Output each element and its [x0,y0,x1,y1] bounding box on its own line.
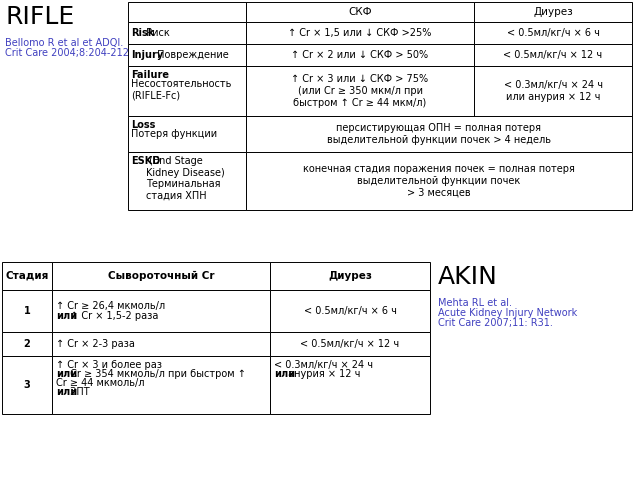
Text: Loss: Loss [131,120,156,130]
Text: Повреждение: Повреждение [154,50,229,60]
Bar [2,262,52,290]
Text: Risk: Risk [131,28,154,38]
Text: или: или [274,369,295,379]
Text: Mehta RL et al.: Mehta RL et al. [438,298,512,308]
Text: Crit Care 2007;11: R31.: Crit Care 2007;11: R31. [438,318,553,328]
Text: < 0.5мл/кг/ч × 6 ч: < 0.5мл/кг/ч × 6 ч [303,306,396,316]
Text: < 0.5мл/кг/ч × 6 ч: < 0.5мл/кг/ч × 6 ч [507,28,600,38]
Text: ЗПТ: ЗПТ [67,387,90,397]
Text: AKIN: AKIN [438,265,498,289]
Bar [52,290,270,332]
Text: Стадия: Стадия [5,271,49,281]
Text: < 0.5мл/кг/ч × 12 ч: < 0.5мл/кг/ч × 12 ч [300,339,399,349]
Bar [52,262,270,290]
Bar [474,2,632,22]
Text: Crit Care 2004;8:204-212: Crit Care 2004;8:204-212 [5,48,129,58]
Bar [128,22,246,44]
Text: Диурез: Диурез [328,271,372,281]
Bar [52,332,270,356]
Bar [128,116,246,152]
Text: RIFLE: RIFLE [5,5,74,29]
Text: 1: 1 [24,306,30,316]
Bar [128,152,246,210]
Bar [52,356,270,414]
Text: 3: 3 [24,380,30,390]
Text: Bellomo R et al et ADQI.: Bellomo R et al et ADQI. [5,38,124,48]
Text: Cr ≥ 354 мкмоль/л при быстром ↑: Cr ≥ 354 мкмоль/л при быстром ↑ [67,369,246,379]
Text: ↑ Cr × 3 и более раз: ↑ Cr × 3 и более раз [56,360,162,370]
Bar [246,152,632,210]
Bar [246,2,474,22]
Bar [270,262,430,290]
Text: или: или [56,311,77,321]
Text: Сывороточный Cr: Сывороточный Cr [108,271,214,281]
Bar [128,2,246,22]
Bar [474,22,632,44]
Bar [2,290,52,332]
Bar [270,332,430,356]
Text: ↑ Cr × 3 или ↓ СКФ > 75%
(или Cr ≥ 350 мкм/л при
быстром ↑ Cr ≥ 44 мкм/л): ↑ Cr × 3 или ↓ СКФ > 75% (или Cr ≥ 350 м… [291,74,429,108]
Bar [246,66,474,116]
Text: анурия × 12 ч: анурия × 12 ч [285,369,360,379]
Text: конечная стадия поражения почек = полная потеря
выделительной функции почек
> 3 : конечная стадия поражения почек = полная… [303,164,575,198]
Text: Диурез: Диурез [533,7,573,17]
Bar [474,66,632,116]
Text: СКФ: СКФ [348,7,372,17]
Text: или: или [56,387,77,397]
Bar [246,116,632,152]
Text: ESKD: ESKD [131,156,160,166]
Text: или: или [56,369,77,379]
Text: ↑ Cr ≥ 26,4 мкмоль/л: ↑ Cr ≥ 26,4 мкмоль/л [56,301,165,311]
Text: ↑ Cr × 1,5-2 раза: ↑ Cr × 1,5-2 раза [67,311,158,321]
Text: (End Stage
Kidney Disease)
Терминальная
стадия ХПН: (End Stage Kidney Disease) Терминальная … [147,156,225,201]
Text: ↑ Cr × 1,5 или ↓ СКФ >25%: ↑ Cr × 1,5 или ↓ СКФ >25% [288,28,432,38]
Bar [474,44,632,66]
Text: Injury: Injury [131,50,163,60]
Text: Cr ≥ 44 мкмоль/л: Cr ≥ 44 мкмоль/л [56,378,145,388]
Bar [128,66,246,116]
Bar [2,356,52,414]
Bar [128,44,246,66]
Bar [2,332,52,356]
Bar [246,44,474,66]
Text: < 0.5мл/кг/ч × 12 ч: < 0.5мл/кг/ч × 12 ч [504,50,603,60]
Text: Потеря функции: Потеря функции [131,129,217,139]
Bar [270,356,430,414]
Bar [270,290,430,332]
Text: Failure: Failure [131,70,169,80]
Text: < 0.3мл/кг/ч × 24 ч
или анурия × 12 ч: < 0.3мл/кг/ч × 24 ч или анурия × 12 ч [504,80,602,102]
Text: Риск: Риск [143,28,170,38]
Text: Acute Kidney Injury Network: Acute Kidney Injury Network [438,308,577,318]
Bar [246,22,474,44]
Text: < 0.3мл/кг/ч × 24 ч: < 0.3мл/кг/ч × 24 ч [274,360,373,370]
Text: ↑ Cr × 2 или ↓ СКФ > 50%: ↑ Cr × 2 или ↓ СКФ > 50% [291,50,429,60]
Text: 2: 2 [24,339,30,349]
Text: персистирующая ОПН = полная потеря
выделительной функции почек > 4 недель: персистирующая ОПН = полная потеря выдел… [327,123,551,145]
Text: ↑ Cr × 2-3 раза: ↑ Cr × 2-3 раза [56,339,135,349]
Text: Несостоятельность
(RIFLE-Fc): Несостоятельность (RIFLE-Fc) [131,79,232,101]
